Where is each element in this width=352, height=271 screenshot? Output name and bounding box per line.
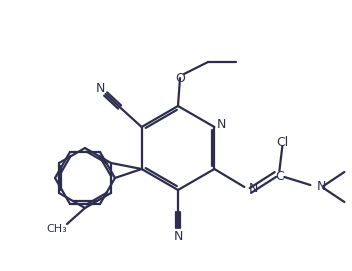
Text: N: N [173,231,183,244]
Text: N: N [249,182,258,195]
Text: N: N [316,180,326,193]
Text: N: N [96,82,105,95]
Text: C: C [275,170,284,183]
Text: O: O [175,72,185,85]
Text: Cl: Cl [276,136,289,149]
Text: CH₃: CH₃ [46,224,67,234]
Text: N: N [217,118,226,131]
